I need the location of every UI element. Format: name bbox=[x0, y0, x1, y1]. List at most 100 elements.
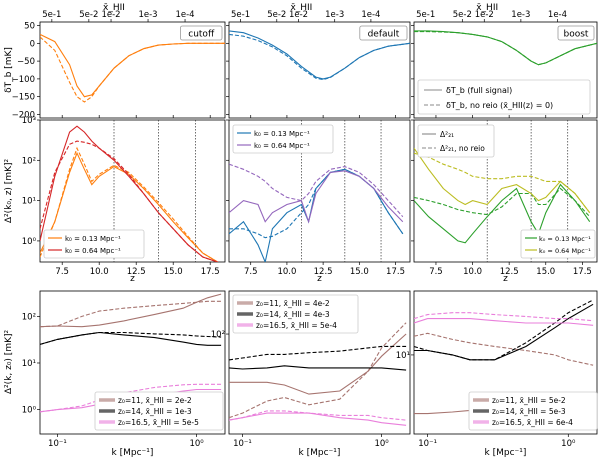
panel-tag-box bbox=[359, 25, 408, 41]
x-axis-label: k [Mpc⁻¹] bbox=[299, 448, 341, 458]
default-power-z-series-3 bbox=[229, 163, 404, 218]
x-axis-label: k [Mpc⁻¹] bbox=[112, 448, 154, 458]
y-tick-label: 10³ bbox=[22, 116, 36, 126]
x-axis-label: z bbox=[130, 274, 135, 284]
power-k-2-series-4 bbox=[414, 318, 594, 326]
y-tick-label: 0 bbox=[30, 39, 35, 49]
top-tick-label: 1e-3 bbox=[511, 10, 530, 20]
legend-z0-0: z₀=11, x̄_HII = 2e-2 bbox=[118, 396, 192, 405]
panel-tag-box bbox=[179, 25, 223, 41]
power-k-1-series-0 bbox=[229, 333, 407, 395]
cutoff-power-z-series-0 bbox=[40, 151, 218, 262]
legend-k013: k₀ = 0.13 Mpc⁻¹ bbox=[65, 235, 121, 243]
power-k-legend-box bbox=[94, 391, 224, 431]
y-tick-label: −50 bbox=[17, 57, 35, 67]
power-k-1-series-3 bbox=[229, 345, 407, 361]
power-k-0-series-1 bbox=[40, 300, 222, 328]
x-tick-label: 10⁰ bbox=[561, 439, 576, 449]
x-tick-label: 10.0 bbox=[90, 267, 109, 277]
y-tick-label: 10⁰ bbox=[22, 237, 37, 247]
top-tick-label: 5e-2 bbox=[267, 10, 286, 20]
power-k-0-series-2 bbox=[40, 331, 222, 346]
boost-power-z-frame bbox=[413, 119, 598, 263]
x-tick-label: 10.0 bbox=[277, 267, 296, 277]
cutoff-signal-series-0 bbox=[40, 33, 225, 98]
legend-z0-0: z₀=11, x̄_HII = 5e-2 bbox=[492, 396, 566, 405]
default-power-z-series-0 bbox=[229, 168, 404, 262]
x-tick-label: 12.5 bbox=[500, 267, 519, 277]
row3-ylabel: Δ²(k, z₀) [mK]² bbox=[4, 330, 14, 395]
top-tick-label: 1e-2 bbox=[289, 10, 308, 20]
power-k-2-series-1 bbox=[414, 332, 594, 366]
row1-ylabel: δT_b [mK] bbox=[4, 47, 14, 93]
power-k-0-series-5 bbox=[40, 383, 222, 413]
row2-ylabel: Δ²(k₀, z) [mK]² bbox=[4, 159, 14, 224]
top-tick-label: 1e-2 bbox=[475, 10, 494, 20]
y-tick-label: 50 bbox=[24, 22, 35, 32]
power-k-frame-1 bbox=[228, 290, 411, 435]
signal-legend-box bbox=[417, 79, 591, 115]
boost-power-z-series-0 bbox=[414, 183, 591, 244]
x-axis-label: z bbox=[503, 274, 508, 284]
legend-full: δT_b (full signal) bbox=[446, 86, 512, 95]
power-k-2-series-3 bbox=[414, 299, 594, 361]
x-tick-label: 10⁻¹ bbox=[233, 439, 252, 449]
x-tick-label: 12.5 bbox=[127, 267, 146, 277]
default-signal-frame bbox=[228, 21, 411, 119]
cutoff-signal-frame bbox=[39, 21, 226, 119]
boost-power-z-series-3 bbox=[414, 152, 591, 214]
x-tick-label: 17.5 bbox=[573, 267, 592, 277]
top-tick-label: 1e-4 bbox=[175, 10, 194, 20]
power-k-0-series-3 bbox=[40, 331, 222, 345]
legend-k013: k₀ = 0.13 Mpc⁻¹ bbox=[539, 235, 591, 243]
power-k-2-series-2 bbox=[414, 303, 594, 361]
legend-z0-1: z₀=14, x̄_HII = 4e-3 bbox=[256, 310, 330, 319]
power-z-legend-box bbox=[232, 124, 334, 154]
x-tick-label: 10.0 bbox=[463, 267, 482, 277]
top-axis-label: x̄_HII bbox=[103, 3, 125, 13]
legend-z0-2: z₀=16.5, x̄_HII = 6e-4 bbox=[492, 418, 573, 427]
legend-k013: k₀ = 0.13 Mpc⁻¹ bbox=[254, 130, 310, 138]
default-signal-series-1 bbox=[229, 33, 410, 81]
power-k-2-series-5 bbox=[414, 312, 594, 322]
x-tick-label: 7.5 bbox=[429, 267, 443, 277]
top-tick-label: 5e-1 bbox=[42, 10, 61, 20]
y-tick-label: 10¹ bbox=[22, 197, 36, 207]
boost-power-z-series-1 bbox=[414, 187, 591, 218]
power-k-1-series-4 bbox=[229, 412, 407, 426]
top-axis-label: x̄_HII bbox=[476, 3, 498, 13]
y-tick-label: 10¹ bbox=[396, 351, 410, 361]
boost-power-z-series-2 bbox=[414, 147, 591, 214]
x-tick-label: 10⁻¹ bbox=[418, 439, 437, 449]
cutoff-power-z-series-3 bbox=[40, 140, 218, 262]
x-tick-label: 15.0 bbox=[164, 267, 183, 277]
legend-z0-1: z₀=14, x̄_HII = 5e-3 bbox=[492, 407, 566, 416]
panel-tag-box bbox=[557, 25, 595, 41]
x-axis-label: z bbox=[317, 274, 322, 284]
x-tick-label: 17.5 bbox=[386, 267, 405, 277]
legend-z0-1: z₀=14, x̄_HII = 1e-3 bbox=[118, 407, 192, 416]
top-tick-label: 1e-4 bbox=[361, 10, 380, 20]
x-axis-label: k [Mpc⁻¹] bbox=[485, 448, 527, 458]
power-z-legend-box bbox=[520, 229, 596, 259]
x-tick-label: 7.5 bbox=[55, 267, 69, 277]
cutoff-signal-series-1 bbox=[40, 36, 225, 103]
legend-z0-0: z₀=11, x̄_HII = 4e-2 bbox=[256, 299, 330, 308]
legend-z0-2: z₀=16.5, x̄_HII = 5e-4 bbox=[256, 321, 337, 330]
panel-tag-default: default bbox=[368, 30, 400, 40]
panel-tag-cutoff: cutoff bbox=[188, 30, 215, 40]
legend-k064: k₀ = 0.64 Mpc⁻¹ bbox=[254, 142, 310, 150]
legend-d21: Δ²₂₁ bbox=[440, 130, 454, 139]
default-power-z-series-2 bbox=[229, 170, 404, 224]
top-tick-label: 1e-3 bbox=[138, 10, 157, 20]
legend-d21-noreio: Δ²₂₁, no reio bbox=[440, 144, 485, 153]
power-k-1-series-2 bbox=[229, 365, 407, 371]
top-tick-label: 1e-2 bbox=[101, 10, 120, 20]
top-tick-label: 5e-2 bbox=[79, 10, 98, 20]
default-power-z-frame bbox=[228, 119, 411, 263]
cutoff-power-z-frame bbox=[39, 119, 226, 263]
power-k-1-series-1 bbox=[229, 322, 407, 419]
y-tick-label: 10² bbox=[22, 312, 36, 322]
top-tick-label: 5e-1 bbox=[231, 10, 250, 20]
